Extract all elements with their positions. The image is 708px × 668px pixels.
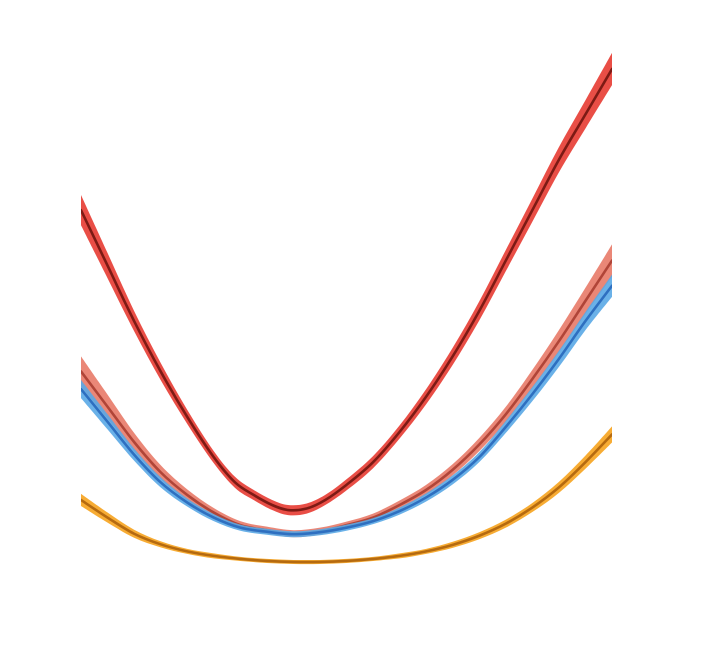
series-1-band bbox=[81, 52, 612, 516]
series-1 bbox=[81, 52, 612, 516]
series-3 bbox=[81, 274, 612, 538]
series-3-line bbox=[81, 284, 612, 536]
series-4-line bbox=[81, 433, 612, 564]
series-3-band bbox=[81, 274, 612, 538]
series-4 bbox=[81, 426, 612, 565]
plot-area bbox=[81, 52, 612, 565]
series-1-line bbox=[81, 67, 612, 512]
